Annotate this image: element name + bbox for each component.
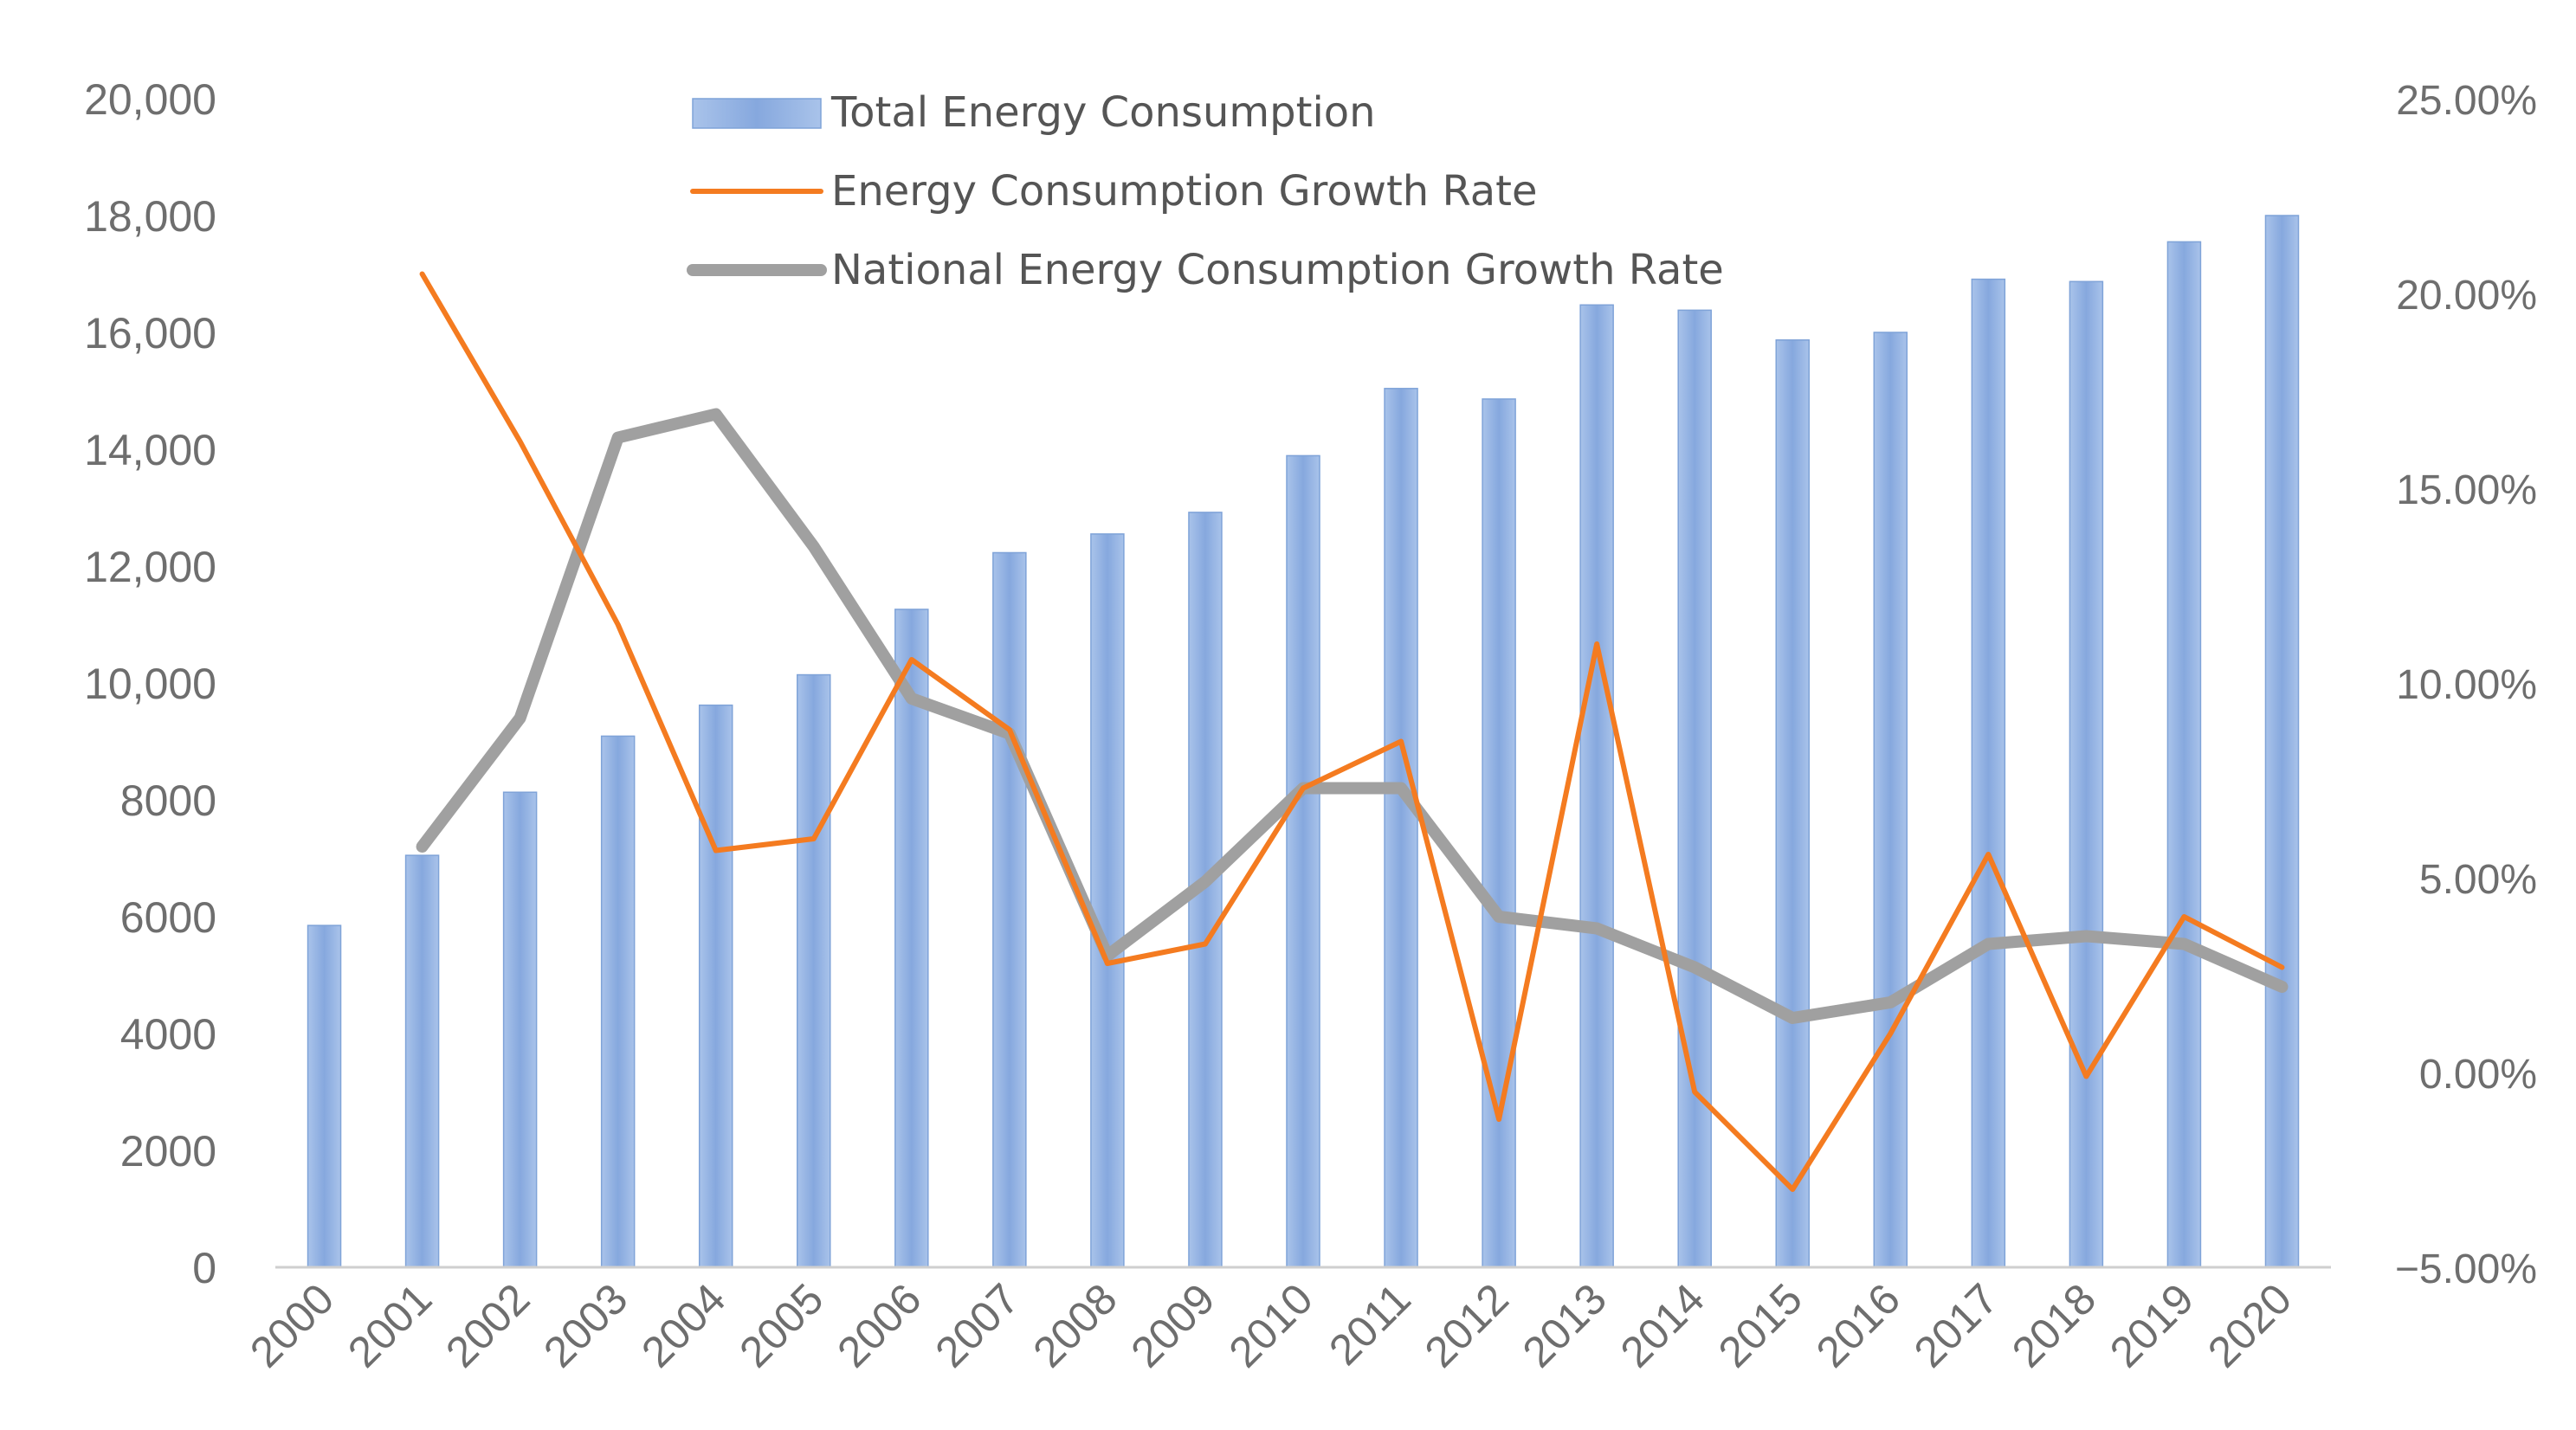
legend-label: Total Energy Consumption (830, 88, 1376, 137)
right-tick-label: 25.00% (2396, 78, 2537, 124)
right-tick-label: −5.00% (2395, 1246, 2537, 1292)
x-tick-label: 2014 (1611, 1274, 1714, 1376)
x-tick-label: 2002 (436, 1274, 539, 1376)
left-tick-label: 6000 (120, 893, 216, 942)
left-tick-label: 20,000 (84, 75, 216, 124)
left-tick-label: 10,000 (84, 660, 216, 708)
x-tick-label: 2008 (1023, 1274, 1126, 1376)
x-tick-label: 2011 (1320, 1274, 1420, 1375)
right-tick-label: 20.00% (2396, 273, 2537, 319)
bar-2005 (797, 673, 831, 1268)
bar-2000 (307, 924, 342, 1268)
x-tick-label: 2012 (1416, 1274, 1518, 1376)
left-tick-label: 0 (192, 1244, 216, 1292)
x-tick-label: 2003 (534, 1274, 636, 1376)
x-tick-label: 2020 (2198, 1274, 2301, 1376)
x-tick-label: 2000 (241, 1274, 343, 1376)
bar-2015 (1775, 339, 1810, 1268)
left-tick-label: 18,000 (84, 192, 216, 241)
legend-swatch-total-energy (692, 98, 822, 129)
legend-label: Energy Consumption Growth Rate (831, 167, 1538, 216)
bar-2012 (1482, 398, 1516, 1268)
x-tick-label: 2013 (1514, 1274, 1616, 1376)
x-tick-label: 2006 (828, 1274, 930, 1376)
bar-2010 (1286, 454, 1320, 1268)
bar-2017 (1971, 278, 2006, 1268)
x-tick-label: 2004 (632, 1274, 734, 1376)
bar-2016 (1873, 332, 1908, 1268)
bar-2004 (698, 704, 733, 1268)
legend-label: National Energy Consumption Growth Rate (831, 246, 1724, 294)
bar-2013 (1579, 304, 1614, 1268)
bar-2008 (1090, 533, 1125, 1268)
right-tick-label: 15.00% (2396, 467, 2537, 513)
left-tick-label: 12,000 (84, 543, 216, 591)
left-tick-label: 8000 (120, 776, 216, 825)
left-tick-label: 2000 (120, 1127, 216, 1176)
bar-2018 (2069, 280, 2104, 1268)
right-tick-label: 5.00% (2419, 857, 2537, 903)
x-tick-label: 2001 (339, 1274, 441, 1376)
bar-2019 (2166, 241, 2202, 1268)
x-tick-label: 2015 (1709, 1274, 1811, 1376)
bar-2006 (894, 609, 929, 1268)
bar-2011 (1384, 388, 1418, 1268)
bar-2001 (404, 854, 440, 1268)
left-tick-label: 16,000 (84, 309, 216, 358)
x-tick-label: 2019 (2101, 1274, 2203, 1376)
x-tick-label: 2017 (1905, 1274, 2007, 1376)
x-tick-label: 2007 (926, 1274, 1028, 1376)
bar-2003 (600, 735, 636, 1268)
x-tick-label: 2010 (1220, 1274, 1322, 1376)
bar-2014 (1677, 309, 1712, 1268)
left-tick-label: 4000 (120, 1010, 216, 1059)
national-growth-rate-line (416, 408, 2289, 1024)
left-tick-label: 14,000 (84, 426, 216, 474)
bar-2002 (502, 791, 538, 1268)
right-tick-label: 0.00% (2419, 1052, 2537, 1098)
right-tick-label: 10.00% (2396, 662, 2537, 708)
x-tick-label: 2016 (1807, 1274, 1909, 1376)
x-tick-label: 2005 (730, 1274, 832, 1376)
growth-rate-line (419, 271, 2285, 1192)
bar-2020 (2264, 215, 2300, 1268)
x-tick-label: 2009 (1121, 1274, 1223, 1376)
bar-2007 (992, 551, 1027, 1268)
x-tick-label: 2018 (2003, 1274, 2105, 1376)
